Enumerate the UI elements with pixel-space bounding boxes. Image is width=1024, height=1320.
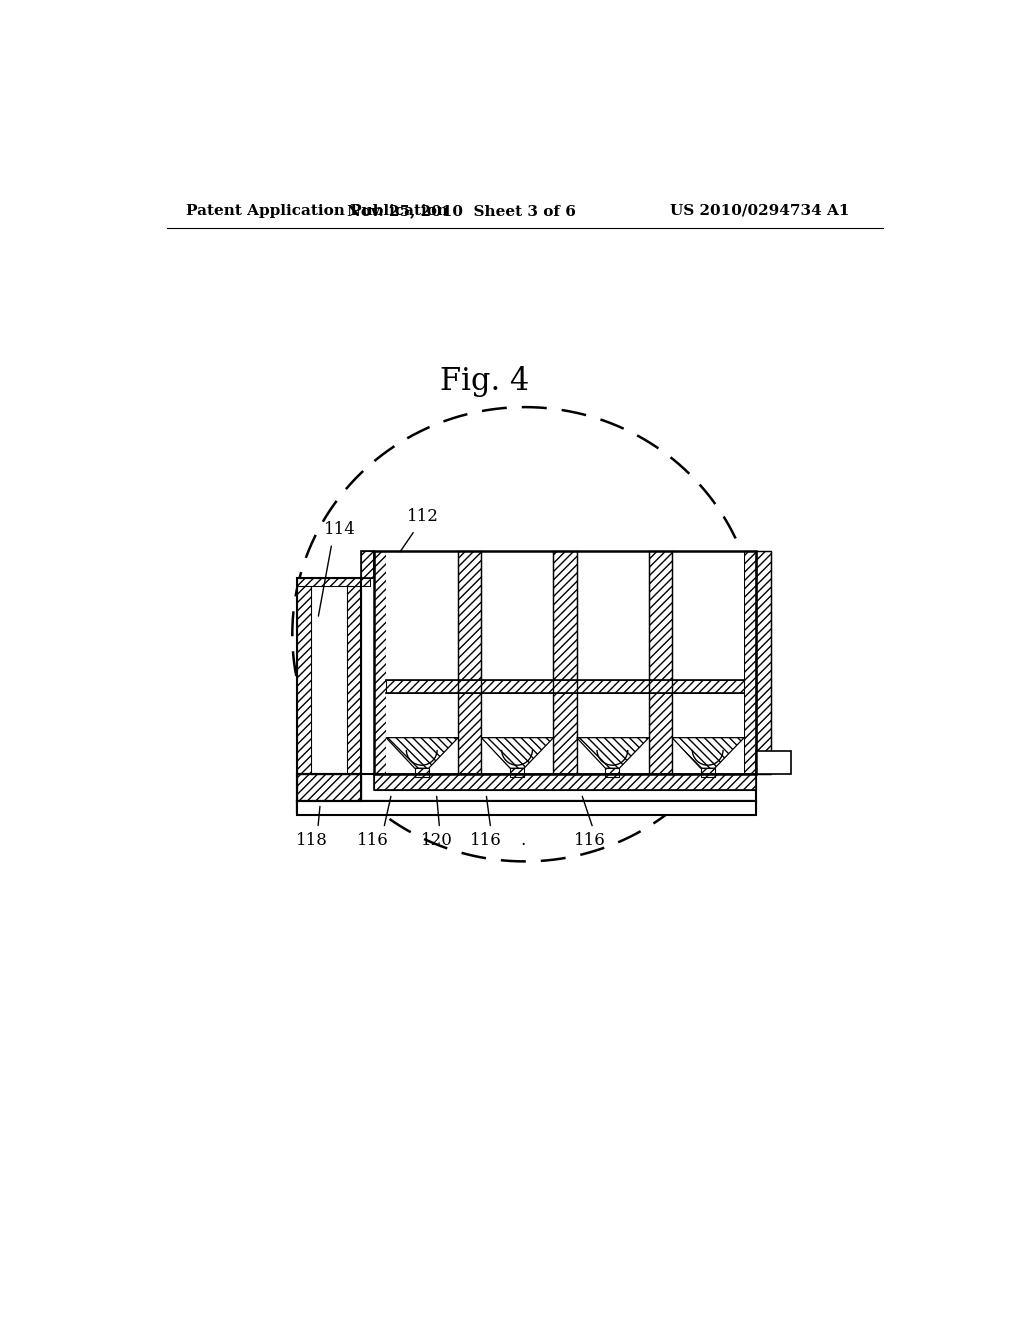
Bar [297,775,360,801]
Bar [672,693,744,775]
Bar [577,693,649,738]
Bar [297,578,360,775]
Bar [756,751,791,775]
Bar [672,552,744,775]
Bar [554,552,565,775]
Text: 116: 116 [357,832,389,849]
Bar [360,552,375,578]
Bar [297,578,360,586]
Bar [360,552,375,578]
Bar [744,552,756,775]
Text: Patent Application Publication: Patent Application Publication [186,203,449,218]
Bar [481,693,554,738]
Bar [375,775,756,789]
Text: 114: 114 [324,521,356,539]
Bar [605,768,620,777]
Bar [386,693,458,775]
Bar [360,578,370,586]
Bar [458,552,470,775]
Bar [481,693,554,775]
Bar [649,552,672,775]
Text: 116: 116 [470,832,502,849]
Bar [386,681,744,693]
Polygon shape [481,738,554,768]
Polygon shape [386,738,458,768]
Bar [297,775,756,801]
Text: Fig. 4: Fig. 4 [440,366,529,397]
Bar [481,552,554,775]
Bar [375,775,756,789]
Text: .: . [520,832,526,849]
Text: 120: 120 [421,832,453,849]
Bar [386,681,744,693]
Bar [672,693,744,738]
Bar [375,552,756,775]
Polygon shape [577,738,649,768]
Bar [297,775,360,801]
Bar [756,552,771,775]
Bar [554,552,577,775]
Bar [577,552,649,775]
Text: 116: 116 [574,832,606,849]
Bar [386,552,458,775]
Bar [297,801,360,813]
Bar [375,552,756,775]
Bar [577,693,649,775]
Bar [360,578,370,586]
Bar [297,578,360,775]
Bar [375,552,386,775]
Polygon shape [672,738,744,768]
Bar [649,552,660,775]
Bar [756,552,771,775]
Bar [297,801,756,812]
Text: 118: 118 [296,832,328,849]
Text: Nov. 25, 2010  Sheet 3 of 6: Nov. 25, 2010 Sheet 3 of 6 [347,203,575,218]
Text: 112: 112 [407,508,439,525]
Bar [386,693,458,738]
Bar [297,578,311,775]
Text: US 2010/0294734 A1: US 2010/0294734 A1 [671,203,850,218]
Bar [510,768,524,777]
Bar [415,768,429,777]
Bar [297,801,756,816]
Bar [700,768,715,777]
Bar [458,552,481,775]
Bar [346,578,360,775]
